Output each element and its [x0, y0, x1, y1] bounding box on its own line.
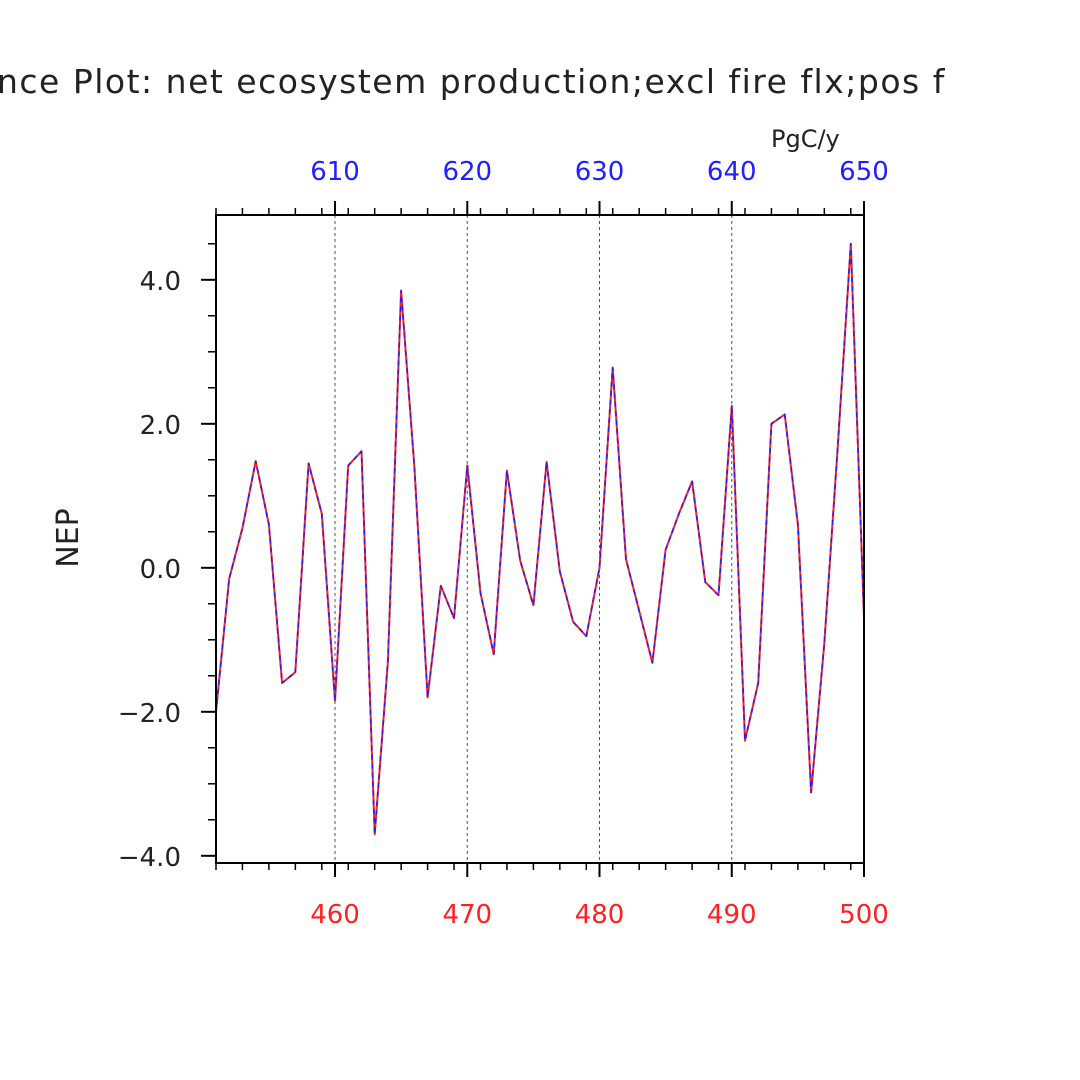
x-tick-label-top: 630	[575, 157, 625, 187]
x-tick-label-bottom: 480	[575, 900, 625, 930]
axes: 460 470 480 490 500 610 620 630 640 650 −4.0 −2.0 0.…	[118, 157, 889, 930]
series-line-top-axis	[215, 243, 865, 836]
x-tick-label-bottom: 470	[442, 900, 492, 930]
y-tick-label: 2.0	[140, 411, 181, 441]
chart-title: nce Plot: net ecosystem production;excl …	[0, 62, 946, 101]
units-label: PgC/y	[771, 125, 840, 153]
y-tick-label: −4.0	[118, 843, 181, 873]
x-tick-label-top: 610	[310, 157, 360, 187]
gridlines	[334, 215, 733, 863]
y-tick-label: 0.0	[140, 555, 181, 585]
x-tick-label-top: 640	[707, 157, 757, 187]
plot-frame	[215, 214, 865, 864]
series-lines	[215, 242, 865, 836]
y-axis-label: NEP	[51, 508, 86, 568]
x-tick-label-bottom: 500	[839, 900, 889, 930]
x-tick-label-top: 650	[839, 157, 889, 187]
y-tick-label: 4.0	[140, 267, 181, 297]
x-tick-label-bottom: 490	[707, 900, 757, 930]
x-tick-label-top: 620	[442, 157, 492, 187]
x-tick-label-bottom: 460	[310, 900, 360, 930]
y-tick-label: −2.0	[118, 699, 181, 729]
